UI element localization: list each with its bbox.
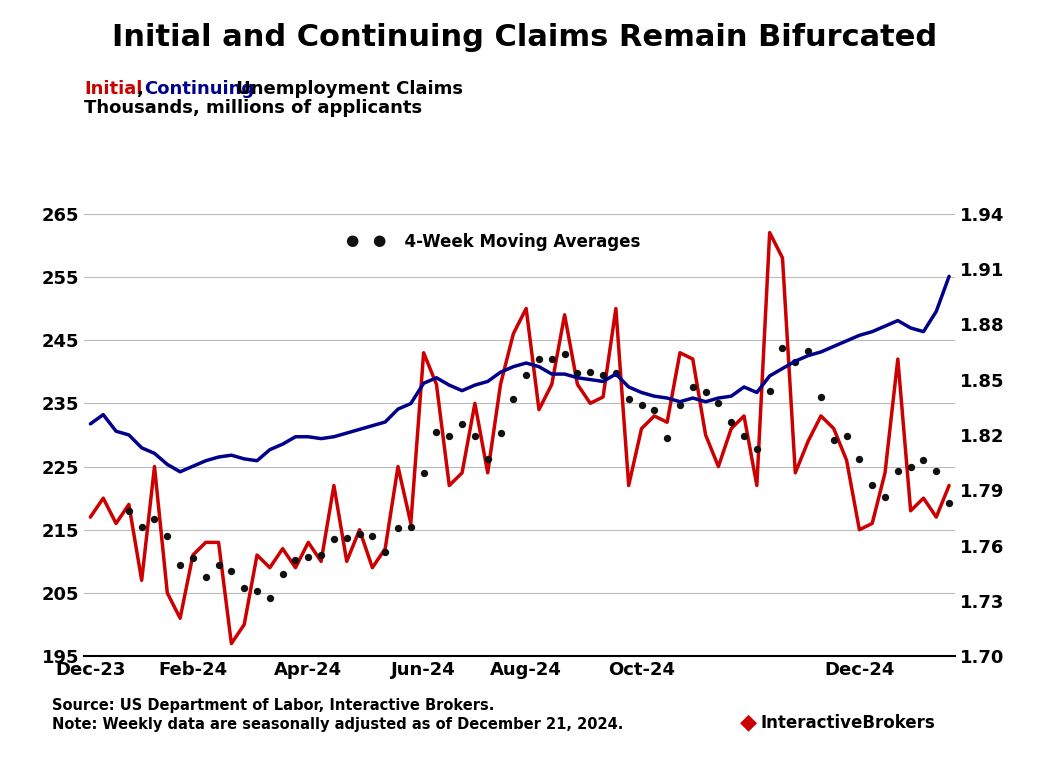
Text: 4-Week Moving Averages: 4-Week Moving Averages xyxy=(393,233,640,251)
Point xyxy=(236,582,253,594)
Point xyxy=(825,433,842,446)
Point xyxy=(479,452,496,465)
Text: ,: , xyxy=(136,80,144,98)
Text: ●: ● xyxy=(345,233,359,248)
Point xyxy=(941,497,958,509)
Point xyxy=(390,522,406,534)
Point xyxy=(274,568,291,580)
Point xyxy=(736,430,753,443)
Point xyxy=(261,591,278,604)
Point xyxy=(159,530,175,542)
Point xyxy=(569,367,586,379)
Point xyxy=(133,520,150,533)
Point xyxy=(441,430,458,443)
Point xyxy=(287,554,303,566)
Point xyxy=(594,369,611,381)
Point xyxy=(685,382,701,394)
Text: ◆: ◆ xyxy=(740,713,757,732)
Point xyxy=(902,460,919,472)
Point xyxy=(633,399,650,411)
Point xyxy=(838,430,855,443)
Point xyxy=(454,418,470,430)
Text: Source: US Department of Labor, Interactive Brokers.: Source: US Department of Labor, Interact… xyxy=(52,698,495,713)
Point xyxy=(492,427,509,439)
Point xyxy=(249,585,266,597)
Point xyxy=(197,571,214,583)
Point xyxy=(415,467,432,479)
Text: Initial: Initial xyxy=(84,80,143,98)
Point xyxy=(518,369,534,381)
Point xyxy=(889,465,906,478)
Point xyxy=(377,546,394,558)
Point xyxy=(338,532,355,544)
Point xyxy=(428,426,445,438)
Point xyxy=(326,533,342,546)
Point xyxy=(658,432,675,444)
Point xyxy=(710,398,727,410)
Point xyxy=(672,399,689,411)
Point xyxy=(556,348,573,360)
Point xyxy=(928,465,945,478)
Text: Unemployment Claims: Unemployment Claims xyxy=(230,80,463,98)
Point xyxy=(146,513,163,525)
Point xyxy=(608,367,625,379)
Point xyxy=(364,530,381,542)
Point xyxy=(466,430,483,443)
Point xyxy=(864,479,881,491)
Text: Note: Weekly data are seasonally adjusted as of December 21, 2024.: Note: Weekly data are seasonally adjuste… xyxy=(52,717,624,732)
Point xyxy=(646,404,663,416)
Point xyxy=(530,353,547,365)
Point xyxy=(722,416,739,428)
Point xyxy=(544,353,561,365)
Point xyxy=(402,520,419,533)
Point xyxy=(697,386,714,398)
Point xyxy=(761,385,778,397)
Point xyxy=(210,559,227,571)
Point xyxy=(850,452,867,465)
Point xyxy=(351,529,368,541)
Point xyxy=(172,559,189,571)
Point xyxy=(300,551,317,563)
Text: Continuing: Continuing xyxy=(144,80,254,98)
Point xyxy=(313,549,330,561)
Point xyxy=(774,342,791,354)
Point xyxy=(121,504,138,517)
Point xyxy=(786,356,803,369)
Text: InteractiveBrokers: InteractiveBrokers xyxy=(760,714,934,732)
Point xyxy=(621,392,637,404)
Text: Thousands, millions of applicants: Thousands, millions of applicants xyxy=(84,99,422,118)
Point xyxy=(582,365,598,378)
Text: ●: ● xyxy=(372,233,385,248)
Point xyxy=(915,454,931,466)
Point xyxy=(185,552,202,565)
Point xyxy=(877,491,894,503)
Text: Initial and Continuing Claims Remain Bifurcated: Initial and Continuing Claims Remain Bif… xyxy=(112,23,938,52)
Point xyxy=(749,443,765,456)
Point xyxy=(223,565,239,577)
Point xyxy=(800,345,817,357)
Point xyxy=(813,391,830,403)
Point xyxy=(505,392,522,404)
